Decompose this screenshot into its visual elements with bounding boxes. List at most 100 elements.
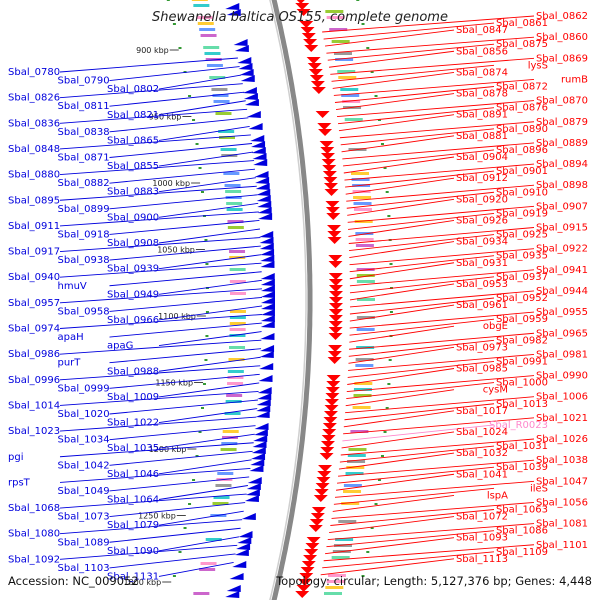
cog-block — [191, 0, 208, 1]
gene-leader-line — [345, 389, 455, 407]
cog-block-outer — [335, 538, 354, 541]
cog-block-outer — [356, 328, 375, 331]
gene-label-left: Sbal_1068 — [8, 503, 60, 514]
gene-leader-line — [158, 536, 240, 552]
gene-label-right: Sbal_0961 — [456, 300, 508, 311]
minus-strand-feature — [260, 315, 275, 322]
gene-leader-line — [348, 227, 535, 244]
gene-label-right: Sbal_0925 — [496, 230, 548, 241]
cog-block — [217, 472, 234, 475]
gene-leader-line — [158, 408, 258, 423]
gene-label-right: Sbal_0862 — [536, 11, 588, 22]
cog-block-outer — [353, 196, 372, 199]
guide-mark — [205, 311, 209, 313]
gene-leader-line — [323, 544, 535, 562]
plus-strand-feature — [323, 417, 338, 424]
cog-block-outer — [331, 556, 350, 559]
gene-label-left: Sbal_0999 — [58, 383, 110, 394]
gene-label-right: Sbal_0890 — [496, 124, 548, 135]
guide-mark — [385, 191, 389, 193]
plus-strand-feature — [329, 297, 343, 304]
gene-leader-line — [337, 107, 495, 125]
gene-leader-line — [323, 22, 495, 40]
gene-label-right: Sbal_1024 — [456, 427, 508, 438]
gene-leader-line — [109, 348, 262, 364]
gene-leader-line — [59, 391, 259, 406]
cog-block — [196, 16, 213, 19]
cog-block-outer — [353, 394, 372, 397]
gene-label-left: Sbal_1035 — [107, 443, 159, 454]
gene-leader-line — [59, 416, 257, 432]
plus-strand-feature — [322, 165, 337, 172]
gene-leader-line — [158, 459, 252, 475]
gene-label-right: Sbal_1006 — [536, 392, 588, 403]
guide-mark — [377, 119, 381, 121]
cog-block-outer — [354, 382, 373, 385]
gene-label-left: Sbal_1073 — [58, 512, 110, 523]
gene-label-right: Sbal_0952 — [496, 293, 548, 304]
gene-leader-line — [109, 143, 253, 158]
gene-label-right: Sbal_0847 — [456, 25, 508, 36]
gene-leader-line — [325, 537, 455, 555]
minus-strand-feature — [237, 537, 252, 544]
minus-strand-feature — [236, 543, 251, 550]
cog-block — [229, 292, 246, 295]
minus-strand-feature — [259, 243, 274, 250]
gene-label-right: Sbal_0935 — [496, 251, 548, 262]
gene-label-left: Sbal_1064 — [107, 495, 159, 506]
gene-leader-line — [109, 91, 245, 107]
gene-leader-line — [349, 283, 455, 301]
gene-label-right: Sbal_0898 — [536, 180, 588, 191]
cog-block — [229, 322, 246, 325]
minus-strand-feature — [260, 279, 275, 286]
gene-leader-line — [338, 452, 455, 470]
gene-leader-line — [59, 288, 262, 304]
gene-leader-line — [109, 527, 241, 543]
cog-block — [211, 88, 228, 91]
cog-block-outer — [351, 172, 369, 175]
plus-strand-feature — [320, 147, 335, 154]
plus-strand-feature — [328, 345, 343, 352]
cog-block — [229, 328, 246, 331]
gene-label-left: hmuV — [58, 281, 87, 292]
plus-strand-feature — [300, 567, 315, 574]
gene-leader-line — [349, 234, 495, 251]
plus-strand-feature — [328, 255, 343, 262]
gene-leader-line — [348, 339, 495, 357]
gene-label-right: Sbal_0926 — [456, 215, 508, 226]
plus-strand-feature — [323, 183, 338, 190]
minus-strand-feature — [259, 237, 274, 244]
gene-leader-line — [343, 149, 495, 167]
plus-strand-feature — [315, 111, 330, 118]
minus-strand-feature — [260, 249, 275, 256]
gene-leader-line — [109, 502, 246, 518]
gene-leader-line — [158, 177, 256, 193]
gene-leader-line — [342, 424, 495, 442]
gene-label-right: Sbal_R0023 — [489, 420, 548, 431]
guide-mark — [366, 47, 370, 49]
plus-strand-feature — [324, 405, 339, 412]
cog-block — [229, 316, 246, 319]
gene-leader-line — [158, 100, 246, 116]
gene-label-left: Sbal_0821 — [107, 110, 159, 121]
gene-leader-line — [59, 339, 262, 355]
guide-mark — [200, 191, 204, 193]
cog-block-outer — [326, 16, 345, 19]
gene-label-left: Sbal_0908 — [107, 238, 159, 249]
plus-strand-feature — [319, 141, 334, 148]
gene-leader-line — [333, 79, 535, 96]
gene-label-left: Sbal_0836 — [8, 118, 60, 129]
minus-strand-feature — [229, 573, 244, 580]
gene-label-right: Sbal_1026 — [536, 434, 588, 445]
gene-leader-line — [322, 551, 495, 569]
guide-mark — [204, 239, 208, 241]
minus-strand-feature — [234, 549, 249, 556]
cog-block-outer — [357, 298, 375, 301]
cog-block-outer — [346, 466, 365, 469]
guide-mark — [172, 23, 176, 25]
gene-leader-line — [59, 493, 247, 509]
kbp-tick-label: 1050 kbp — [157, 246, 195, 255]
cog-block — [227, 382, 244, 385]
gene-leader-line — [338, 459, 535, 477]
gene-leader-line — [349, 304, 455, 322]
